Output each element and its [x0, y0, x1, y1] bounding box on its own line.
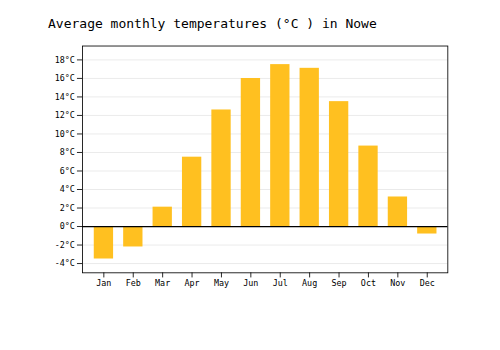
- svg-text:Jul: Jul: [273, 278, 288, 288]
- svg-text:Feb: Feb: [126, 278, 141, 288]
- svg-text:Sep: Sep: [331, 278, 346, 288]
- svg-text:Nov: Nov: [390, 278, 405, 288]
- svg-text:Apr: Apr: [184, 278, 199, 288]
- svg-text:0°C: 0°C: [60, 221, 75, 231]
- svg-text:14°C: 14°C: [55, 92, 75, 102]
- svg-text:Jun: Jun: [243, 278, 258, 288]
- svg-text:Aug: Aug: [302, 278, 317, 288]
- svg-text:Oct: Oct: [361, 278, 376, 288]
- svg-text:8°C: 8°C: [60, 147, 75, 157]
- svg-text:Dec: Dec: [420, 278, 435, 288]
- svg-text:-4°C: -4°C: [55, 258, 75, 268]
- svg-text:May: May: [214, 278, 229, 288]
- html-text:Average monthly temperatures (: Average monthly temperatures (°C ) in No…: [48, 16, 377, 31]
- svg-text:Mar: Mar: [155, 278, 170, 288]
- svg-text:6°C: 6°C: [60, 166, 75, 176]
- svg-text:18°C: 18°C: [55, 55, 75, 65]
- svg-text:4°C: 4°C: [60, 184, 75, 194]
- svg-text:16°C: 16°C: [55, 73, 75, 83]
- svg-text:12°C: 12°C: [55, 110, 75, 120]
- svg-text:2°C: 2°C: [60, 203, 75, 213]
- svg-text:-2°C: -2°C: [55, 240, 75, 250]
- svg-text:10°C: 10°C: [55, 129, 75, 139]
- svg-text:Jan: Jan: [96, 278, 111, 288]
